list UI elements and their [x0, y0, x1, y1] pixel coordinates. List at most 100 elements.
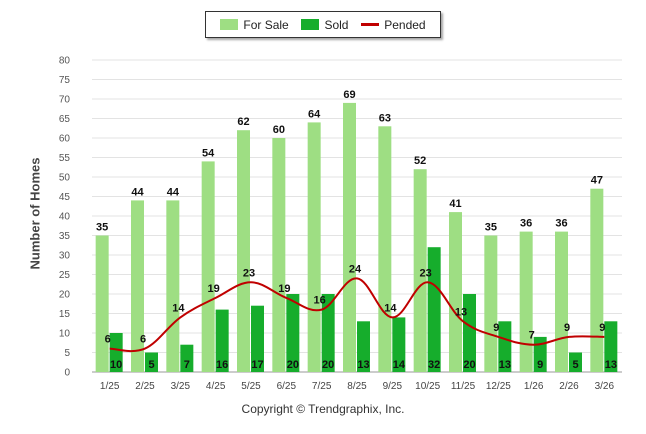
data-label-pended: 16	[314, 295, 326, 307]
legend-swatch-sold	[301, 19, 320, 30]
y-tick-label: 10	[59, 329, 71, 340]
x-tick-label: 4/25	[206, 381, 226, 392]
data-label-for-sale: 60	[273, 124, 285, 136]
bar-sold	[427, 247, 441, 372]
y-tick-label: 30	[59, 251, 71, 262]
data-label-sold: 7	[184, 359, 190, 371]
data-label-sold: 14	[393, 359, 406, 371]
data-label-sold: 9	[537, 359, 543, 371]
legend-item-sold[interactable]: Sold	[301, 18, 348, 32]
data-label-pended: 9	[493, 322, 499, 334]
x-tick-label: 10/25	[415, 381, 440, 392]
bar-for-sale	[343, 102, 356, 373]
data-label-sold: 17	[251, 359, 263, 371]
bar-for-sale	[272, 138, 286, 372]
data-label-for-sale: 54	[202, 147, 215, 159]
legend-label-pended: Pended	[384, 17, 426, 32]
bar-sold	[251, 305, 264, 372]
data-label-sold: 10	[110, 359, 122, 371]
data-label-for-sale: 44	[131, 186, 144, 198]
bar-sold	[109, 333, 123, 372]
line-pended	[109, 277, 605, 353]
data-label-pended: 6	[105, 334, 111, 346]
y-tick-label: 35	[59, 231, 71, 242]
data-label-pended: 23	[420, 267, 432, 279]
bar-for-sale	[166, 200, 180, 372]
bar-sold	[569, 352, 582, 372]
y-tick-label: 25	[59, 270, 71, 281]
y-tick-label: 70	[59, 95, 71, 106]
bar-sold	[604, 321, 618, 372]
y-tick-label: 75	[59, 75, 71, 86]
y-tick-label: 50	[59, 173, 71, 184]
y-tick-label: 15	[59, 309, 71, 320]
data-label-pended: 23	[243, 267, 255, 279]
x-tick-label: 7/25	[312, 381, 332, 392]
data-label-pended: 9	[564, 322, 570, 334]
legend-item-pended[interactable]: Pended	[361, 17, 426, 32]
y-tick-label: 0	[64, 368, 70, 379]
bar-sold	[392, 317, 406, 372]
data-label-pended: 9	[599, 322, 605, 334]
bar-sold	[463, 294, 476, 372]
x-tick-label: 11/25	[451, 381, 476, 392]
data-label-for-sale: 64	[308, 108, 321, 120]
bar-sold	[180, 344, 194, 372]
bar-for-sale	[307, 122, 321, 373]
data-label-pended: 19	[208, 283, 220, 295]
bar-for-sale	[519, 231, 533, 372]
data-label-pended: 14	[172, 302, 185, 314]
data-label-sold: 20	[463, 359, 475, 371]
data-label-for-sale: 47	[591, 175, 603, 187]
legend-swatch-pended	[361, 23, 380, 26]
y-tick-label: 40	[59, 212, 71, 223]
data-label-for-sale: 63	[379, 112, 391, 124]
data-label-sold: 5	[148, 359, 154, 371]
data-label-sold: 5	[572, 359, 578, 371]
y-tick-label: 5	[64, 348, 70, 359]
data-label-for-sale: 36	[520, 218, 532, 230]
data-label-sold: 32	[428, 359, 440, 371]
x-tick-label: 5/25	[241, 381, 261, 392]
bar-for-sale	[413, 169, 427, 372]
legend-item-for-sale[interactable]: For Sale	[220, 17, 289, 32]
data-label-sold: 13	[357, 359, 369, 371]
x-tick-label: 1/25	[100, 381, 120, 392]
data-label-pended: 19	[278, 283, 290, 295]
bar-sold	[145, 352, 158, 372]
y-tick-label: 80	[59, 56, 71, 67]
data-label-for-sale: 69	[343, 89, 355, 101]
data-label-sold: 16	[216, 359, 228, 371]
bar-for-sale	[590, 188, 604, 372]
data-label-for-sale: 62	[237, 116, 249, 128]
x-tick-label: 9/25	[383, 381, 403, 392]
data-label-for-sale: 36	[555, 218, 567, 230]
data-label-for-sale: 41	[449, 198, 461, 210]
bar-for-sale	[378, 126, 392, 372]
bar-sold	[321, 294, 335, 372]
y-tick-label: 45	[59, 192, 71, 203]
x-tick-label: 1/26	[524, 381, 544, 392]
bar-sold	[533, 336, 547, 372]
legend-label-for-sale: For Sale	[243, 17, 289, 32]
bar-for-sale	[484, 235, 498, 372]
data-label-pended: 24	[349, 263, 362, 275]
y-tick-label: 65	[59, 114, 71, 125]
data-label-sold: 20	[287, 359, 299, 371]
bar-sold	[498, 321, 512, 372]
bar-sold	[215, 309, 229, 372]
legend: For Sale Sold Pended	[205, 11, 441, 38]
data-label-pended: 14	[384, 302, 397, 314]
x-tick-label: 12/25	[486, 381, 511, 392]
bar-for-sale	[449, 212, 462, 372]
data-label-sold: 13	[605, 359, 617, 371]
x-tick-label: 3/25	[171, 381, 191, 392]
data-label-sold: 13	[499, 359, 511, 371]
bar-for-sale	[95, 235, 109, 372]
bar-for-sale	[201, 161, 215, 372]
data-label-for-sale: 44	[167, 186, 180, 198]
x-tick-label: 2/26	[559, 381, 579, 392]
data-label-for-sale: 35	[485, 222, 497, 234]
